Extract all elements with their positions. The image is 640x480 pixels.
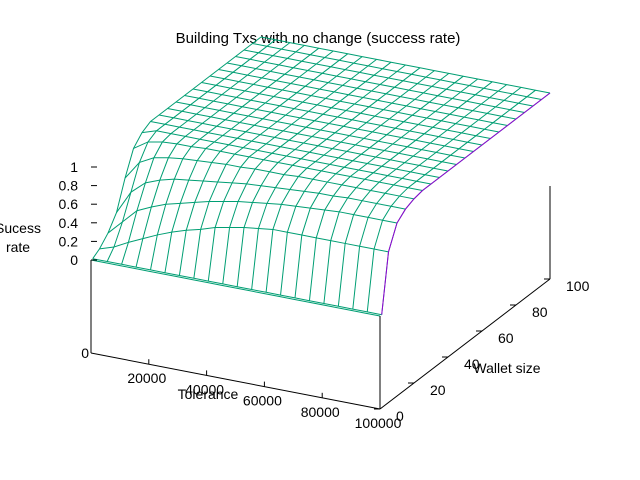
- y-tick-label: 0: [396, 408, 404, 424]
- x-tick-label: 20000: [127, 370, 166, 386]
- z-axis-label-line2: rate: [6, 239, 30, 255]
- z-base-tick-label: 0: [81, 345, 89, 361]
- surface-column-line: [381, 92, 551, 315]
- surface-column-line: [207, 59, 377, 282]
- z-tick-label: 0.8: [59, 178, 79, 194]
- surface-column-line: [92, 36, 262, 259]
- z-tick-label: 1: [70, 159, 78, 175]
- y-axis-label: Wallet size: [473, 360, 540, 376]
- surface-column-line: [251, 67, 421, 290]
- y-tick-label: 80: [532, 304, 548, 320]
- z-tick-label: 0.4: [59, 215, 79, 231]
- surface-column-line: [323, 81, 493, 304]
- surface-column-line: [164, 50, 334, 273]
- y-axis-ticks: 0 20 40 60 80 100: [374, 278, 590, 424]
- surface-underside-edge: [381, 92, 551, 315]
- z-axis-ticks: 0 0.2 0.4 0.6 0.8 1 0: [59, 159, 97, 361]
- chart-title: Building Txs with no change (success rat…: [176, 30, 461, 47]
- surface-column-line: [352, 87, 522, 310]
- surface-column-line: [294, 75, 464, 298]
- base-edge-right: [379, 278, 551, 410]
- z-tick-label: 0.2: [59, 233, 79, 249]
- y-tick-label: 100: [566, 278, 590, 294]
- surface-front-edge: [90, 259, 381, 317]
- x-tick-label: 80000: [301, 404, 340, 420]
- surface-column-line: [193, 56, 363, 279]
- surface-column-line: [308, 78, 479, 301]
- surface-column-line: [135, 45, 305, 268]
- z-tick-label: 0: [70, 252, 78, 268]
- surface-column-line: [236, 64, 406, 287]
- surface-column-line: [106, 39, 276, 262]
- surface-column-line: [222, 61, 392, 284]
- surface-column-line: [178, 53, 349, 276]
- z-tick-label: 0.6: [59, 196, 79, 212]
- surface-column-line: [150, 47, 320, 270]
- y-tick-label: 60: [498, 330, 514, 346]
- y-tick-label: 40: [464, 356, 480, 372]
- axis-frame: [90, 186, 551, 410]
- surface-mesh: [90, 36, 551, 317]
- x-tick-label: 100000: [355, 415, 402, 431]
- front-axis-frame: [90, 316, 381, 410]
- x-tick-label: 40000: [185, 381, 224, 397]
- x-axis-ticks: 20000 40000 60000 80000 100000: [127, 359, 402, 431]
- z-axis-label-line1: Sucess: [0, 220, 41, 236]
- x-tick-label: 60000: [243, 393, 282, 409]
- surface-column-line: [121, 42, 291, 265]
- surface-column-line: [366, 89, 536, 312]
- surface-row-line: [116, 178, 406, 213]
- surface-column-line: [280, 73, 450, 296]
- surface-column-line: [265, 70, 435, 293]
- surface-column-line: [337, 84, 507, 307]
- x-axis-line: [90, 352, 381, 410]
- y-tick-label: 20: [430, 382, 446, 398]
- x-axis-label: Tolerance: [178, 386, 239, 402]
